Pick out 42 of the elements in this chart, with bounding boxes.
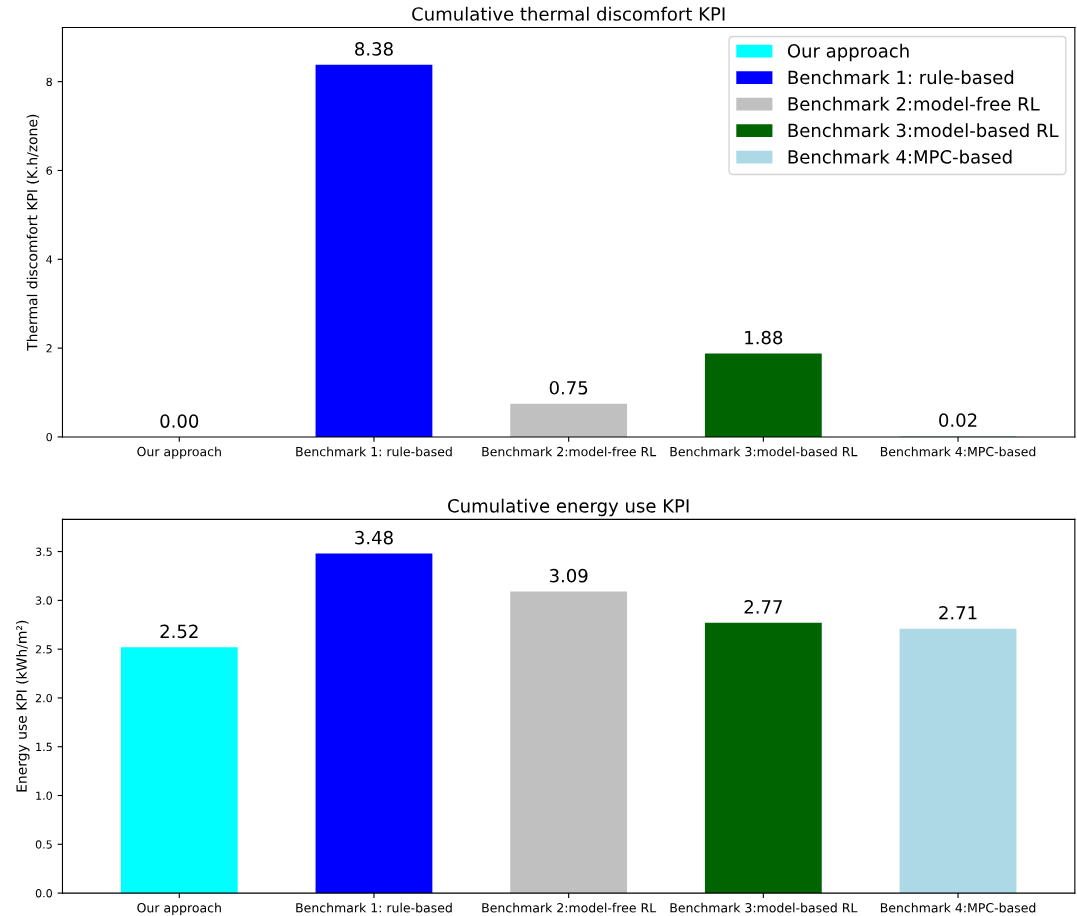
legend-label: Our approach [787, 43, 909, 62]
data-label: 0.02 [939, 413, 977, 427]
y-tick-label: 0 [46, 432, 53, 442]
x-tick-label: Benchmark 4:MPC-based [880, 446, 1036, 457]
x-tick-label: Our approach [137, 902, 221, 915]
y-tick-label: 1.5 [36, 742, 52, 752]
y-tick-label: 3.0 [35, 596, 53, 605]
x-tick-label: Benchmark 3:model-based RL [670, 446, 858, 457]
data-label: 3.09 [549, 568, 588, 583]
chart-title: Cumulative energy use KPI [448, 498, 689, 517]
legend-label: Benchmark 4:MPC-based [788, 149, 1012, 164]
y-axis-title: Energy use KPI (kWh/m²) [16, 620, 30, 792]
y-tick-label: 4 [46, 255, 53, 264]
y-tick-label: 2 [46, 344, 52, 353]
x-tick-label: Benchmark 2:model-free RL [482, 446, 657, 457]
legend-label: Benchmark 1: rule-based [788, 70, 1014, 85]
y-tick-label: 0.0 [35, 889, 53, 898]
data-label: 3.48 [355, 530, 393, 545]
y-tick-label: 2.5 [35, 645, 52, 654]
y-tick-label: 6 [46, 166, 53, 175]
x-tick-label: Benchmark 1: rule-based [296, 446, 452, 457]
data-label: 1.88 [745, 330, 783, 345]
y-tick-label: 2.0 [35, 693, 53, 703]
y-tick-label: 0.5 [35, 840, 52, 849]
x-tick-label: Benchmark 4:MPC-based [880, 902, 1036, 913]
data-label: 2.52 [160, 624, 198, 639]
y-tick-label: 8 [46, 77, 52, 87]
legend-label: Benchmark 2:model-free RL [788, 96, 1040, 111]
y-tick-label: 1.0 [36, 791, 53, 800]
x-tick-label: Benchmark 2:model-free RL [482, 902, 657, 913]
x-tick-label: Benchmark 3:model-based RL [670, 902, 858, 913]
data-label: 2.77 [744, 600, 782, 614]
x-tick-label: Our approach [137, 446, 221, 459]
y-tick-label: 3.5 [35, 547, 52, 556]
data-label: 0.75 [549, 380, 588, 395]
data-label: 2.71 [939, 605, 977, 620]
legend-label: Benchmark 3:model-based RL [788, 123, 1059, 138]
data-label: 0.00 [160, 414, 199, 428]
x-tick-label: Benchmark 1: rule-based [296, 902, 452, 913]
data-label: 8.38 [355, 42, 393, 56]
y-axis-title: Thermal discomfort KPI (K.h/zone) [26, 114, 40, 351]
chart-title: Cumulative thermal discomfort KPI [412, 6, 725, 21]
